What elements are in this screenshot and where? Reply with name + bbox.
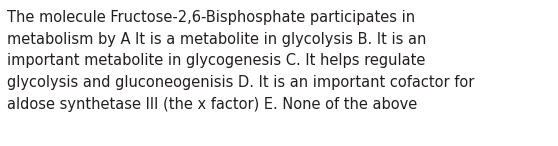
Text: The molecule Fructose-2,6-Bisphosphate participates in
metabolism by A It is a m: The molecule Fructose-2,6-Bisphosphate p…	[7, 10, 475, 112]
